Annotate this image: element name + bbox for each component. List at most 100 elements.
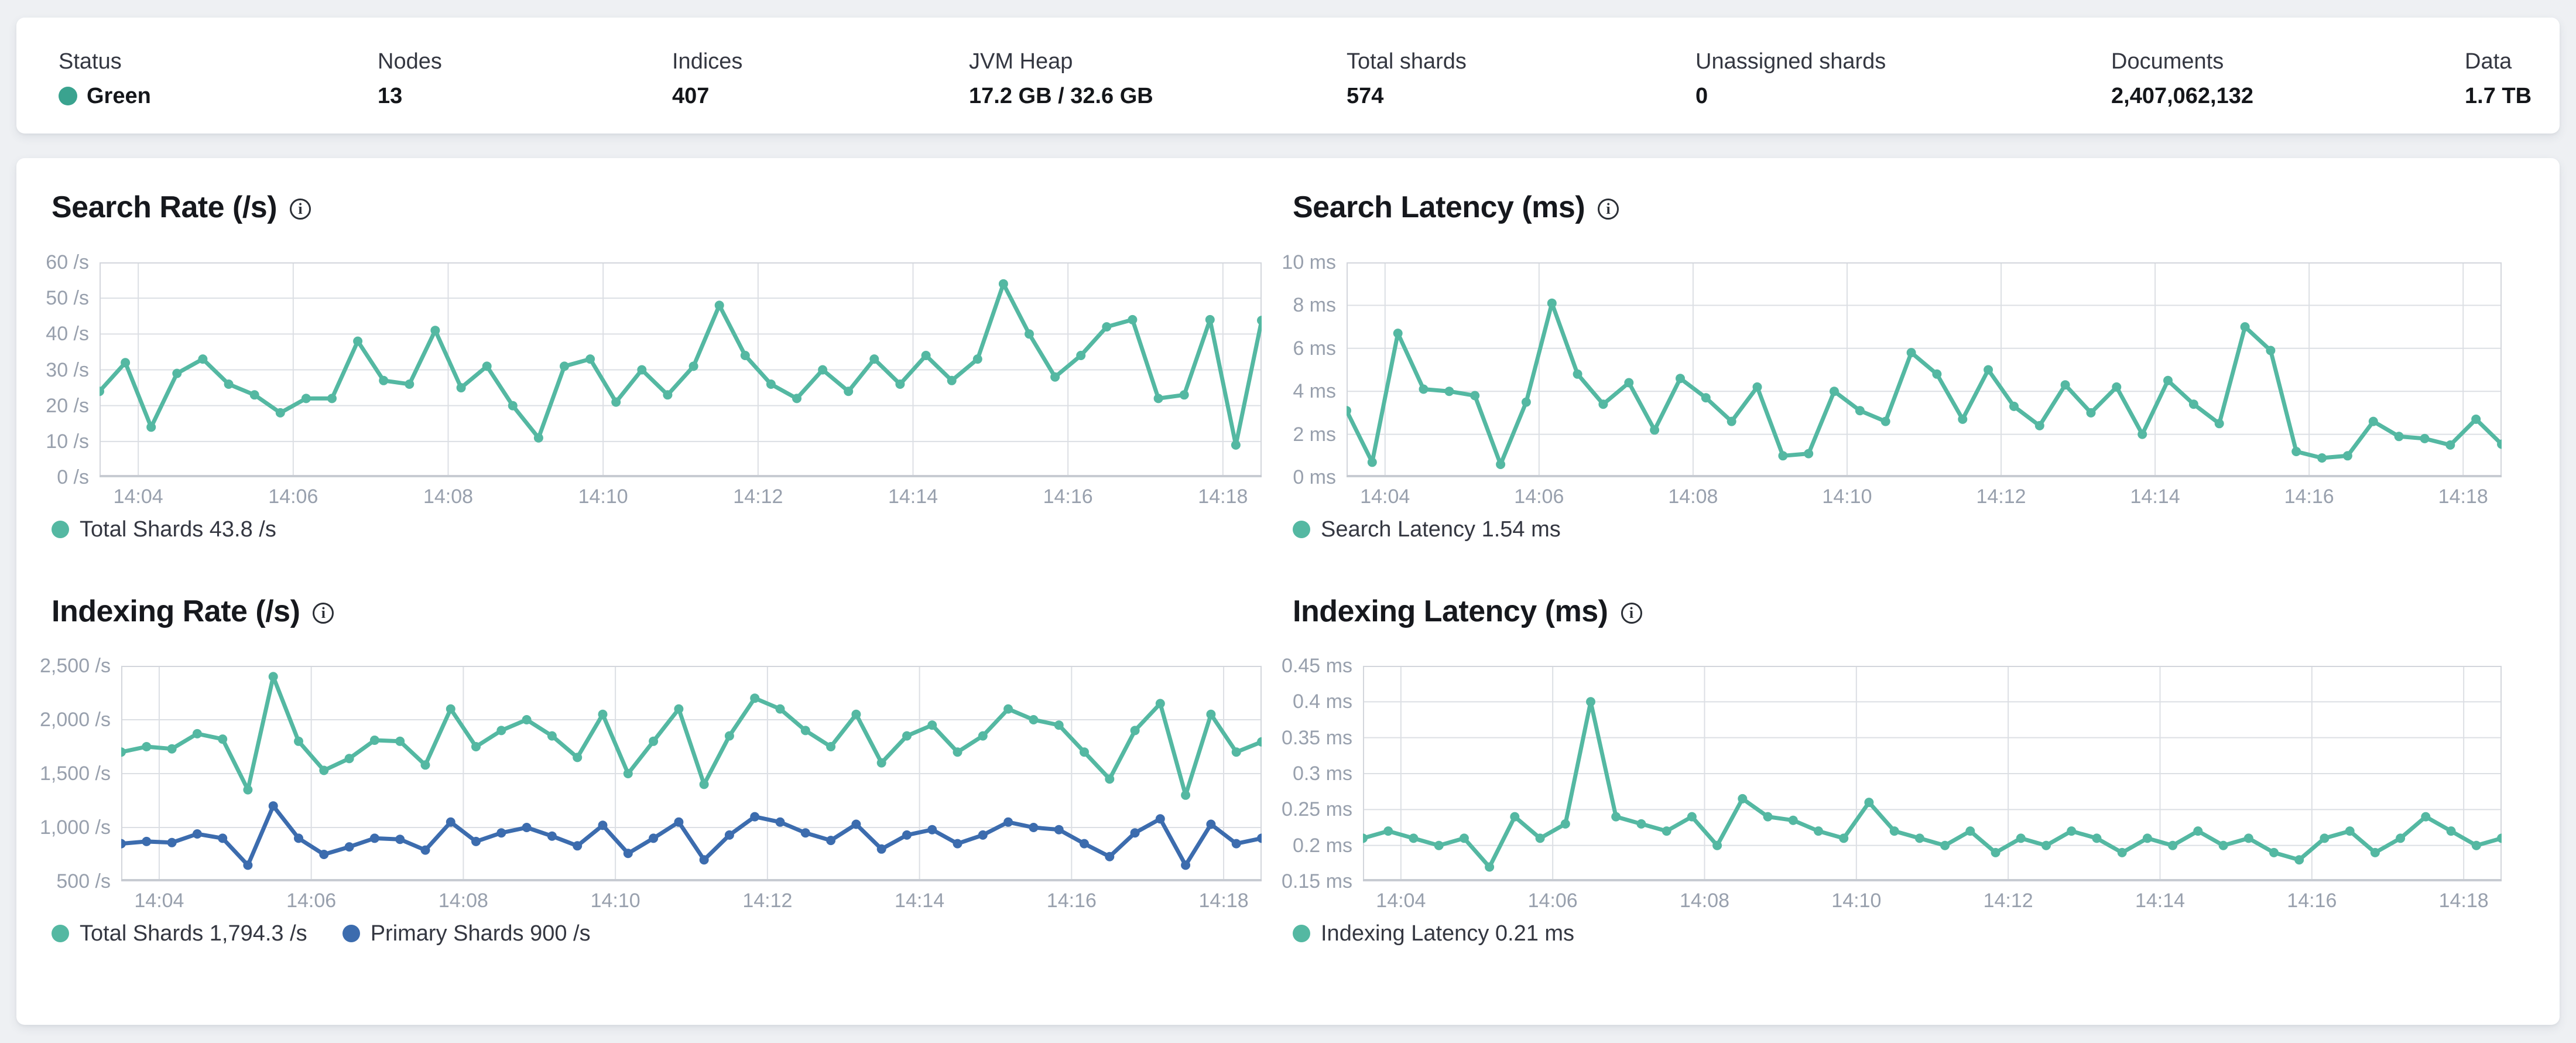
y-axis-label: 10 /s [46,430,89,453]
chart-title: Search Rate (/s) [52,190,278,224]
stat-label: Indices [672,49,743,74]
y-axis-label: 20 /s [46,394,89,417]
y-axis-label: 1,000 /s [40,816,111,839]
stat-value-row: 13 [378,82,442,110]
stat-value-row: 574 [1347,82,1467,110]
legend-dot-icon [1293,925,1310,942]
y-axis-label: 2 ms [1293,423,1336,446]
y-axis-label: 8 ms [1293,294,1336,317]
legend-dot-icon [342,925,360,942]
stat-label: Status [59,49,122,74]
x-axis-label: 14:12 [1976,485,2026,508]
x-axis-label: 14:10 [578,485,628,508]
x-axis-label: 14:18 [1198,890,1249,912]
chart-legend-indexing-rate: Total Shards 1,794.3 /s Primary Shards 90… [52,921,626,946]
y-axis-label: 40 /s [46,323,89,346]
x-axis-label: 14:12 [1983,890,2033,912]
y-axis-label: 50 /s [46,287,89,310]
stat-value: 17.2 GB / 32.6 GB [969,84,1153,108]
x-axis-label: 14:14 [895,890,945,912]
x-axis-label: 14:16 [1043,485,1093,508]
y-axis-label: 10 ms [1282,251,1336,273]
x-axis-label: 14:18 [2438,890,2489,912]
chart-plot-indexing-latency[interactable] [1363,666,2502,881]
x-axis-label: 14:18 [2438,485,2488,508]
stat-jvm-heap: JVM Heap 17.2 GB / 32.6 GB [969,48,1153,110]
info-icon[interactable]: i [1598,199,1619,220]
legend-label: Total Shards 1,794.3 /s [80,921,307,946]
x-axis-label: 14:14 [888,485,938,508]
y-axis-label: 1,500 /s [40,762,111,785]
y-axis-label: 2,500 /s [40,655,111,677]
legend-item[interactable]: Search Latency 1.54 ms [1293,517,1561,542]
legend-dot-icon [1293,521,1310,538]
chart-legend-search-latency: Search Latency 1.54 ms [1293,517,1596,542]
y-axis-label: 500 /s [56,870,111,892]
x-axis-label: 14:16 [2284,485,2334,508]
x-axis-label: 14:04 [113,485,163,508]
x-axis-label: 14:06 [268,485,318,508]
x-axis-label: 14:18 [1198,485,1248,508]
x-axis-label: 14:04 [1360,485,1410,508]
chart-title-row-search-latency: Search Latency (ms) i [1293,190,1619,225]
legend-dot-icon [52,521,69,538]
legend-item[interactable]: Primary Shards 900 /s [342,921,591,946]
x-axis-label: 14:06 [286,890,337,912]
y-axis-label: 0.15 ms [1282,870,1352,892]
legend-item[interactable]: Total Shards 1,794.3 /s [52,921,307,946]
y-axis-label: 30 /s [46,358,89,381]
status-bar: Status Green Nodes 13 Indices 407 JVM Heap 17.2… [16,18,2560,134]
x-axis-label: 14:14 [2135,890,2186,912]
chart-title: Indexing Rate (/s) [52,594,300,628]
legend-item[interactable]: Indexing Latency 0.21 ms [1293,921,1574,946]
stat-value: 0 [1695,84,1708,108]
info-icon[interactable]: i [313,603,334,624]
chart-plot-search-rate[interactable] [100,262,1262,477]
y-axis-label: 6 ms [1293,337,1336,360]
x-axis-label: 14:16 [1046,890,1097,912]
y-axis-label: 0.2 ms [1292,834,1352,857]
legend-label: Total Shards 43.8 /s [80,517,276,542]
y-axis-label: 0 ms [1293,466,1336,488]
x-axis-label: 14:06 [1527,890,1578,912]
legend-item[interactable]: Total Shards 43.8 /s [52,517,276,542]
x-axis-label: 14:12 [742,890,793,912]
x-axis-label: 14:12 [733,485,783,508]
stat-label: Unassigned shards [1695,49,1886,74]
stat-indices: Indices 407 [672,48,742,110]
y-axis-label: 0.45 ms [1282,655,1352,677]
y-axis-label: 0.35 ms [1282,726,1352,749]
stat-label: Data [2465,49,2512,74]
chart-legend-search-rate: Total Shards 43.8 /s [52,517,311,542]
info-icon[interactable]: i [290,199,311,220]
y-axis-label: 0.4 ms [1292,690,1352,713]
chart-title: Search Latency (ms) [1293,190,1585,224]
legend-label: Primary Shards 900 /s [370,921,591,946]
x-axis-label: 14:08 [1668,485,1718,508]
stat-documents: Documents 2,407,062,132 [2111,48,2253,110]
chart-title-row-indexing-rate: Indexing Rate (/s) i [52,594,334,629]
stat-value: 407 [672,84,710,108]
x-axis-label: 14:08 [423,485,474,508]
stat-value-row: 17.2 GB / 32.6 GB [969,82,1153,110]
chart-plot-search-latency[interactable] [1347,262,2502,477]
y-axis-label: 60 /s [46,251,89,273]
stat-label: Total shards [1347,49,1467,74]
x-axis-label: 14:06 [1514,485,1564,508]
info-icon[interactable]: i [1621,603,1642,624]
stat-nodes: Nodes 13 [378,48,442,110]
stat-value: 2,407,062,132 [2111,84,2254,108]
x-axis-label: 14:10 [590,890,640,912]
stat-value-row: 0 [1695,82,1886,110]
x-axis-label: 14:16 [2287,890,2337,912]
x-axis-label: 14:08 [438,890,488,912]
chart-plot-indexing-rate[interactable] [121,666,1262,881]
y-axis-label: 0.25 ms [1282,798,1352,821]
x-axis-label: 14:04 [134,890,184,912]
stat-value: 13 [378,84,403,108]
y-axis-label: 0 /s [57,466,89,488]
x-axis-label: 14:04 [1376,890,1426,912]
x-axis-label: 14:08 [1679,890,1730,912]
chart-legend-indexing-latency: Indexing Latency 0.21 ms [1293,921,1609,946]
